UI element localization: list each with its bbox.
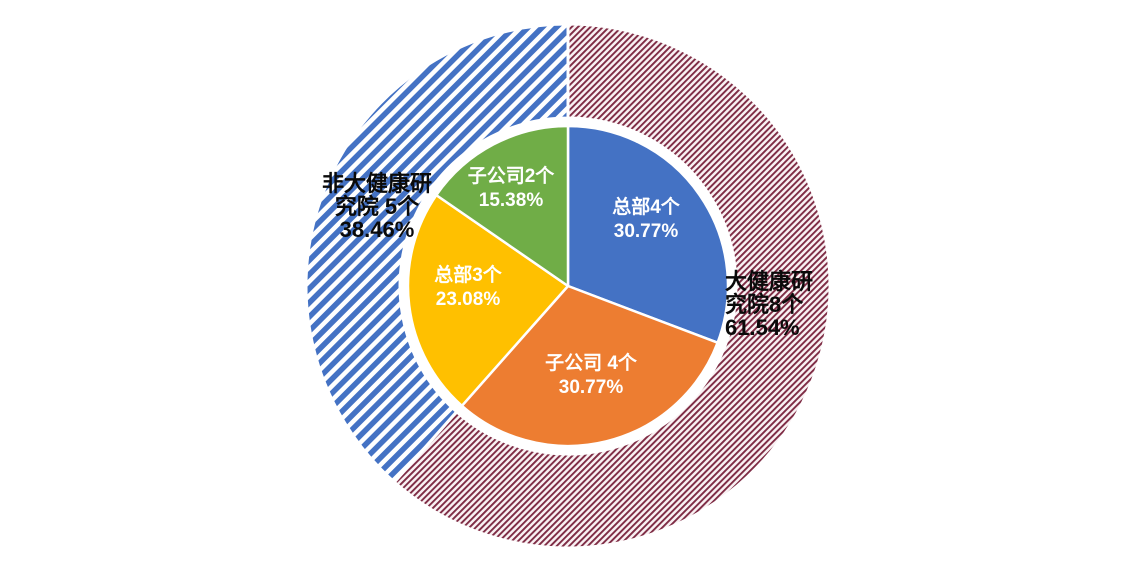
pie-slice-subsidiary-4 [460,284,719,448]
inner-pie-series [406,124,730,448]
ring-segment-non-health-institute-5 [304,22,570,484]
pie-slice-hq-3 [406,193,570,408]
outer-ring-series [304,22,832,550]
pie-slice-hq-4 [566,124,730,344]
pie-slice-subsidiary-2 [435,124,570,288]
ring-segment-health-institute-8 [392,22,832,550]
